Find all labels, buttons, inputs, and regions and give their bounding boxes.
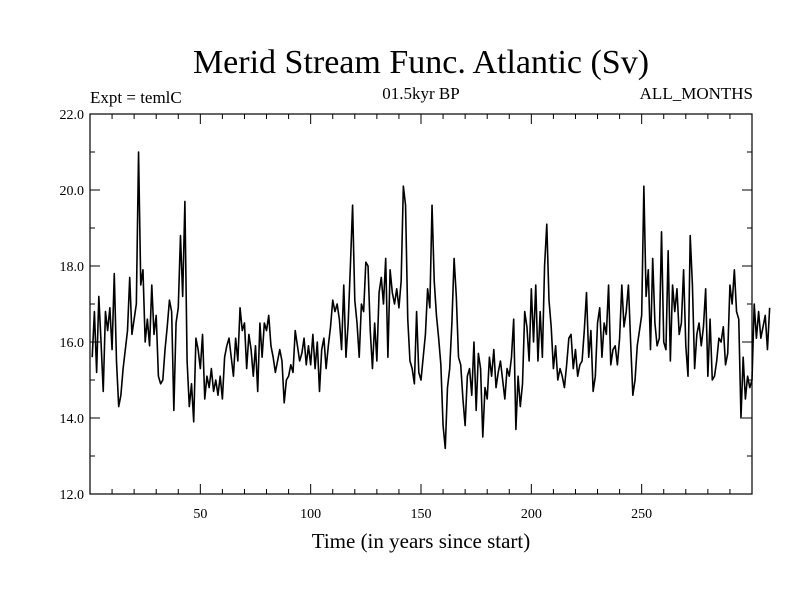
y-tick-label: 12.0 [60, 488, 85, 503]
months-label: ALL_MONTHS [640, 84, 753, 103]
axis-ticks [90, 113, 752, 495]
y-tick-label: 20.0 [60, 184, 85, 199]
x-tick-label: 150 [411, 507, 432, 522]
series-line [91, 151, 771, 450]
x-tick-label: 100 [300, 507, 321, 522]
y-tick-label: 22.0 [60, 108, 85, 123]
x-tick-label: 250 [631, 507, 652, 522]
y-tick-label: 18.0 [60, 260, 85, 275]
tick-labels: 12.0 14.0 16.0 18.0 20.0 22.0 50 100 150 200 250 [60, 108, 653, 522]
y-tick-label: 14.0 [60, 412, 85, 427]
plot-frame [89, 113, 753, 495]
x-tick-label: 200 [521, 507, 542, 522]
experiment-label: Expt = temlC [90, 88, 182, 107]
x-axis-label: Time (in years since start) [312, 529, 531, 553]
period-label: 01.5kyr BP [382, 84, 459, 103]
y-tick-label: 16.0 [60, 336, 85, 351]
x-tick-label: 50 [193, 507, 207, 522]
chart-title: Merid Stream Func. Atlantic (Sv) [193, 44, 649, 81]
series-layer [91, 151, 771, 450]
